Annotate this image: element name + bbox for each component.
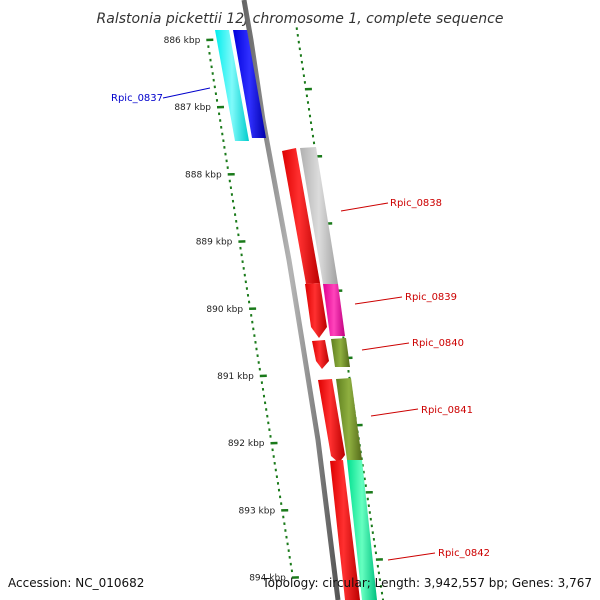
tick-label: 890 kbp [206,305,243,315]
gene-label-rpic-0842[interactable]: Rpic_0842 [438,548,490,559]
gene-label-rpic-0837[interactable]: Rpic_0837 [111,93,163,104]
accession-text: Accession: NC_010682 [8,576,144,590]
gene-rpic-0838[interactable] [300,147,338,284]
gene-rpic-0839[interactable] [323,284,345,336]
red-feature-1[interactable] [282,148,320,284]
callout-line-0842 [387,552,436,561]
gene-rpic-0841[interactable] [336,378,362,460]
red-feature-3[interactable] [312,340,329,369]
genome-backbone [241,0,341,600]
tick-label: 894 kbp [249,574,286,584]
gene-label-rpic-0841[interactable]: Rpic_0841 [421,405,473,416]
tick-label: 888 kbp [185,170,222,180]
callout-line-0840 [361,342,410,351]
gene-label-rpic-0840[interactable]: Rpic_0840 [412,338,464,349]
gene-rpic-0837[interactable] [233,30,266,138]
tick-label: 893 kbp [239,506,276,516]
red-feature-4[interactable] [318,379,345,463]
callout-line-0841 [370,408,419,417]
callout-line-0838 [340,202,389,212]
red-feature-2[interactable] [305,283,327,338]
tick-label: 891 kbp [217,372,254,382]
map-title: Ralstonia pickettii 12J chromosome 1, co… [97,11,504,27]
tick-label: 889 kbp [196,238,233,248]
kbp-ruler: 886 kbp 887 kbp 888 kbp 889 kbp 890 kbp 891 k… [164,36,299,584]
cyan-feature[interactable] [215,30,249,141]
tick-label: 892 kbp [228,439,265,449]
gene-label-rpic-0838[interactable]: Rpic_0838 [390,198,442,209]
tick-label: 887 kbp [174,103,211,113]
gene-callouts: Rpic_0837 Rpic_0838 Rpic_0839 Rpic_0840 … [111,87,490,561]
gene-label-rpic-0839[interactable]: Rpic_0839 [405,292,457,303]
callout-line-0837 [162,87,211,99]
gene-track-lower [300,147,377,600]
gene-rpic-0840[interactable] [331,338,350,367]
tick-label: 886 kbp [164,36,201,46]
gene-track-upper [215,30,266,141]
callout-line-0839 [354,296,403,305]
red-feature-5[interactable] [330,460,360,600]
red-cds-track [282,148,360,600]
gene-rpic-0842[interactable] [347,460,377,600]
topology-text: Topology: circular; Length: 3,942,557 bp… [261,576,592,590]
